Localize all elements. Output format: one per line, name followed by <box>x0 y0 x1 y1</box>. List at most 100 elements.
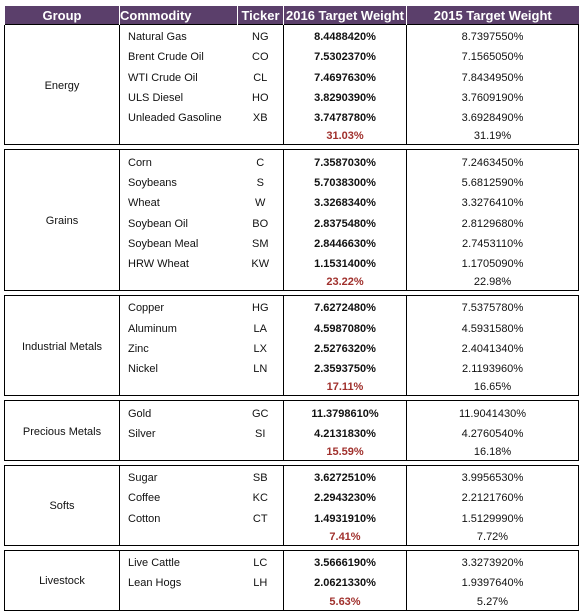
table-row: Livestock Live Cattle LC 3.5666190% 3.327392… <box>4 550 579 611</box>
subtotal-2015: 22.98% <box>473 276 512 289</box>
ticker-code: GC <box>252 407 269 420</box>
commodity-name: Aluminum <box>128 322 177 335</box>
group-section: Precious Metals Gold GC 11.3798610% 11.90414… <box>4 400 579 461</box>
weight-2015: 1.1705090% <box>461 258 524 271</box>
subtotal-row: 7.41% 7.72% <box>5 528 579 546</box>
commodity-name: Nickel <box>128 363 158 376</box>
group-section: Grains Corn C 7.3587030% 7.2463450% Soybeans S… <box>4 149 579 291</box>
commodity-name: HRW Wheat <box>128 258 189 271</box>
subtotal-row: 23.22% 22.98% <box>5 274 579 291</box>
weight-2015: 4.5931580% <box>461 322 524 335</box>
weight-2016: 4.5987080% <box>283 318 407 339</box>
weight-2015: 1.9397640% <box>461 577 524 590</box>
ticker-code: W <box>255 197 266 210</box>
table-row: Soybean Oil BO 2.8375480% 2.8129680% <box>5 213 579 234</box>
header-2015-target-weight: 2015 Target Weight <box>406 6 579 25</box>
weight-2016: 2.8375480% <box>283 213 407 234</box>
ticker-code: HG <box>252 302 269 315</box>
weight-2015: 2.4041340% <box>461 343 524 355</box>
weights-table-container: Group Commodity Ticker 2016 Target Weigh… <box>4 6 579 611</box>
group-name: Livestock <box>4 550 120 611</box>
subtotal-spacer <box>120 444 238 461</box>
table-row: Brent Crude Oil CO 7.5302370% 7.1565050% <box>5 47 579 68</box>
commodity-name: Natural Gas <box>128 31 187 44</box>
subtotal-spacer <box>120 594 238 611</box>
subtotal-spacer <box>238 444 284 461</box>
ticker-code: LN <box>253 363 268 376</box>
commodity-name: Sugar <box>128 472 158 485</box>
ticker-code: SB <box>252 472 268 485</box>
subtotal-2015: 7.72% <box>476 530 509 543</box>
commodity-name: Brent Crude Oil <box>128 51 204 64</box>
weight-2015: 3.3276410% <box>461 197 524 210</box>
weight-2016: 4.2131830% <box>283 423 407 445</box>
subtotal-row: 17.11% 16.65% <box>5 379 579 396</box>
group-name: Energy <box>4 24 120 145</box>
weight-2015: 2.7453110% <box>462 237 523 250</box>
weight-2015: 7.1565050% <box>461 51 524 64</box>
table-row: Energy Natural Gas NG 8.4488420% 8.7397550% <box>4 24 579 145</box>
weight-2015: 7.5375780% <box>461 302 524 315</box>
subtotal-2016: 7.41% <box>283 528 407 546</box>
weight-2015: 11.9041430% <box>458 407 527 420</box>
table-row: Wheat W 3.3268340% 3.3276410% <box>5 193 579 214</box>
ticker-code: BO <box>252 217 269 230</box>
weight-2016: 5.7038300% <box>283 172 407 194</box>
weight-2015: 2.8129680% <box>461 217 524 230</box>
weight-2016: 7.3587030% <box>283 149 407 173</box>
commodity-name: Soybean Oil <box>128 217 188 230</box>
commodity-name: Live Cattle <box>128 557 180 570</box>
table-row: Zinc LX 2.5276320% 2.4041340% <box>5 338 579 360</box>
table-row: Soybeans S 5.7038300% 5.6812590% <box>5 172 579 194</box>
table-row: Coffee KC 2.2943230% 2.2121760% <box>5 488 579 509</box>
weight-2015: 3.6928490% <box>461 112 524 125</box>
weight-2015: 7.2463450% <box>461 156 524 169</box>
commodity-name: Lean Hogs <box>128 577 182 590</box>
ticker-code: SM <box>252 237 269 250</box>
weight-2016: 1.4931910% <box>283 508 407 529</box>
subtotal-2016: 5.63% <box>283 593 407 611</box>
group-section: Softs Sugar SB 3.6272510% 3.9956530% Coffee KC… <box>4 465 579 546</box>
ticker-code: S <box>256 176 264 189</box>
group-name: Grains <box>4 149 120 291</box>
commodity-name: Coffee <box>128 492 161 505</box>
subtotal-spacer <box>120 128 238 145</box>
subtotal-spacer <box>120 274 238 291</box>
weight-2015: 7.8434950% <box>461 71 524 84</box>
weight-2016: 3.5666190% <box>283 550 407 574</box>
group-section: Energy Natural Gas NG 8.4488420% 8.7397550% B… <box>4 24 579 145</box>
commodity-name: ULS Diesel <box>128 92 184 105</box>
commodity-name: WTI Crude Oil <box>128 71 198 84</box>
weight-2016: 2.5276320% <box>283 338 407 360</box>
table-row: Aluminum LA 4.5987080% 4.5931580% <box>5 318 579 339</box>
subtotal-spacer <box>238 594 284 611</box>
ticker-code: HO <box>252 92 269 105</box>
subtotal-2015: 31.19% <box>473 130 512 143</box>
weight-2016: 1.1531400% <box>283 253 407 275</box>
subtotal-2016: 17.11% <box>283 379 407 396</box>
header-2016-target-weight: 2016 Target Weight <box>283 6 407 25</box>
weight-2016: 3.8290390% <box>283 87 407 109</box>
ticker-code: SI <box>255 427 266 440</box>
weight-2016: 3.6272510% <box>283 465 407 489</box>
table-row: ULS Diesel HO 3.8290390% 3.7609190% <box>5 87 579 109</box>
table-row: HRW Wheat KW 1.1531400% 1.1705090% <box>5 253 579 275</box>
group-name: Softs <box>4 465 120 546</box>
ticker-code: LC <box>253 557 268 570</box>
table-row: WTI Crude Oil CL 7.4697630% 7.8434950% <box>5 67 579 88</box>
commodity-name: Corn <box>128 156 152 169</box>
subtotal-2016: 31.03% <box>283 128 407 145</box>
subtotal-spacer <box>238 274 284 291</box>
table-row: Nickel LN 2.3593750% 2.1193960% <box>5 359 579 380</box>
subtotal-spacer <box>238 379 284 396</box>
table-row: Soybean Meal SM 2.8446630% 2.7453110% <box>5 233 579 254</box>
group-section: Industrial Metals Copper HG 7.6272480% 7.537… <box>4 295 579 396</box>
subtotal-2015: 16.65% <box>473 381 512 394</box>
weight-2016: 7.5302370% <box>283 47 407 68</box>
commodity-name: Silver <box>128 427 156 440</box>
subtotal-2016: 15.59% <box>283 444 407 461</box>
subtotal-spacer <box>238 128 284 145</box>
table-row: Lean Hogs LH 2.0621330% 1.9397640% <box>5 573 579 594</box>
ticker-code: LX <box>253 343 267 355</box>
subtotal-spacer <box>238 529 284 546</box>
